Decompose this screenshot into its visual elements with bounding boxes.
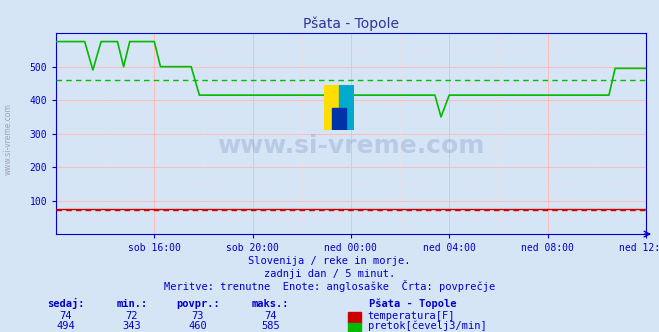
Text: zadnji dan / 5 minut.: zadnji dan / 5 minut. bbox=[264, 269, 395, 279]
Title: Pšata - Topole: Pšata - Topole bbox=[303, 16, 399, 31]
Text: min.:: min.: bbox=[116, 299, 148, 309]
Text: 460: 460 bbox=[188, 321, 207, 331]
Text: maks.:: maks.: bbox=[252, 299, 289, 309]
Text: www.si-vreme.com: www.si-vreme.com bbox=[3, 104, 13, 175]
Text: Pšata - Topole: Pšata - Topole bbox=[369, 298, 457, 309]
Text: www.si-vreme.com: www.si-vreme.com bbox=[217, 134, 484, 158]
Text: Slovenija / reke in morje.: Slovenija / reke in morje. bbox=[248, 256, 411, 266]
Text: povpr.:: povpr.: bbox=[176, 299, 219, 309]
Text: 74: 74 bbox=[264, 311, 276, 321]
Text: 585: 585 bbox=[261, 321, 279, 331]
Text: pretok[čevelj3/min]: pretok[čevelj3/min] bbox=[368, 321, 486, 331]
Text: 74: 74 bbox=[60, 311, 72, 321]
Text: 494: 494 bbox=[57, 321, 75, 331]
Text: Meritve: trenutne  Enote: anglosaške  Črta: povprečje: Meritve: trenutne Enote: anglosaške Črta… bbox=[164, 281, 495, 292]
Text: sedaj:: sedaj: bbox=[47, 298, 84, 309]
Text: 72: 72 bbox=[126, 311, 138, 321]
Text: 343: 343 bbox=[123, 321, 141, 331]
Text: temperatura[F]: temperatura[F] bbox=[368, 311, 455, 321]
Text: 73: 73 bbox=[192, 311, 204, 321]
